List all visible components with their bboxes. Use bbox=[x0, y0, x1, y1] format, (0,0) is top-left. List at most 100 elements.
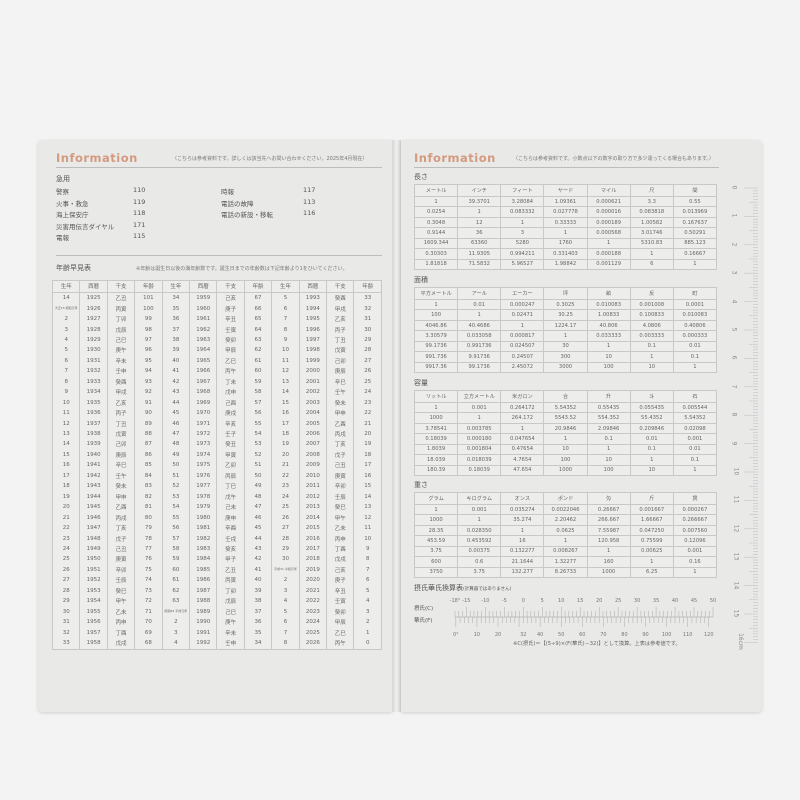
table-cell: 6 bbox=[51, 355, 81, 367]
table-cell: 0.047250 bbox=[629, 524, 674, 537]
table-cell: 24 bbox=[353, 387, 382, 398]
table-cell: 0.033333 bbox=[586, 330, 631, 342]
table-cell: 2.20462 bbox=[543, 514, 588, 526]
table-cell: 100 bbox=[134, 303, 163, 314]
emergency-item-label: 災害用伝言ダイヤル bbox=[56, 222, 115, 231]
table-cell: 辛未 bbox=[106, 355, 136, 367]
table-cell: 辛卯 bbox=[106, 564, 136, 576]
column-header: 匁 bbox=[586, 492, 631, 505]
emergency-item-number: 171 bbox=[133, 220, 146, 229]
table-cell: 20 bbox=[353, 428, 382, 440]
table-cell: 18 bbox=[271, 428, 300, 440]
table-cell: 48 bbox=[243, 491, 273, 502]
table-cell: 453.59 bbox=[413, 535, 459, 547]
column-header: 年齢 bbox=[134, 280, 163, 293]
table-cell: 1 bbox=[500, 216, 545, 229]
table-cell: 1 bbox=[672, 361, 718, 374]
table-cell: 2 bbox=[51, 313, 81, 325]
table-cell: 1927 bbox=[79, 313, 108, 325]
table-row: 1000 1 264.172 5543.52 554.352 55.4352 5.54352 bbox=[413, 412, 718, 424]
table-cell: 33 bbox=[353, 292, 382, 304]
table-cell: 0.047654 bbox=[500, 433, 545, 445]
table-cell: 13 bbox=[353, 501, 382, 513]
table-cell: 2003 bbox=[298, 397, 328, 408]
table-cell: 0.0625 bbox=[543, 524, 588, 537]
table-cell: 1951 bbox=[79, 564, 108, 576]
table-cell: 0.035274 bbox=[500, 503, 545, 516]
column-header: 立方メートル bbox=[457, 390, 502, 403]
table-cell: 0.033058 bbox=[457, 330, 502, 342]
table-row: 1.8039 0.001804 0.47654 10 1 0.1 0.01 bbox=[413, 443, 718, 456]
table-cell: 庚辰 bbox=[106, 449, 136, 461]
table-cell: 乙亥 bbox=[326, 313, 355, 325]
table-cell: 1943 bbox=[79, 481, 108, 492]
table-cell: 癸巳 bbox=[326, 501, 355, 513]
table-header-row: メートル インチ フィート ヤード マイル尺間 bbox=[413, 184, 718, 197]
table-cell: 丙寅 bbox=[106, 303, 136, 314]
table-cell: 30 bbox=[51, 606, 81, 617]
celsius-tick-label: 10 bbox=[558, 598, 564, 604]
table-cell: 38 bbox=[243, 596, 273, 607]
column-header: フィート bbox=[500, 184, 545, 197]
table-cell: 96 bbox=[134, 345, 163, 356]
table-row: 600 0.6 21.1644 1.32277 160 1 0.16 bbox=[413, 556, 718, 568]
table-cell: 53 bbox=[243, 439, 273, 450]
ruler-label: 4 bbox=[730, 299, 738, 304]
table-cell: 100 bbox=[543, 454, 588, 466]
table-cell: 10 bbox=[543, 443, 588, 456]
table-cell: 0.132277 bbox=[500, 545, 545, 558]
table-cell: 2025 bbox=[298, 627, 328, 638]
table-cell: 87 bbox=[134, 439, 163, 450]
table-cell: 7 bbox=[51, 366, 81, 377]
celsius-tick-label: 25 bbox=[615, 598, 621, 604]
temperature-scale: -18° -15 -10 -5 0 5 10 15 20 25 30 35 40 45 50 0° 10 20 32… bbox=[450, 598, 717, 638]
table-cell: 71.5832 bbox=[457, 258, 502, 271]
table-cell: 1937 bbox=[79, 418, 108, 429]
table-cell: 乙未 bbox=[326, 522, 355, 534]
table-cell: 35 bbox=[161, 303, 191, 314]
table-cell: 戊辰 bbox=[106, 324, 136, 335]
table-cell: 1 bbox=[543, 227, 588, 239]
table-cell: 10 bbox=[271, 345, 300, 356]
table-cell: 54 bbox=[161, 501, 191, 513]
table-cell: 辛卯 bbox=[326, 481, 355, 492]
table-cell: 1984 bbox=[189, 554, 218, 565]
table-cell: 0.001 bbox=[457, 401, 502, 414]
table-cell: 2011 bbox=[298, 481, 328, 492]
table-cell: 乙丑 bbox=[216, 564, 245, 576]
table-row: 1000 1 35.274 2.20462 266.667 1.66667 0.266667 bbox=[413, 514, 718, 526]
table-row: 3750 3.75 132.277 8.26733 1000 6.25 1 bbox=[413, 566, 718, 579]
table-cell: 1 bbox=[586, 340, 631, 353]
table-cell: 1986 bbox=[189, 575, 218, 586]
table-cell: 0.007560 bbox=[672, 524, 718, 537]
table-cell: 17 bbox=[51, 470, 81, 482]
table-cell: 2010 bbox=[298, 470, 328, 482]
table-cell: 44 bbox=[161, 397, 191, 408]
table-cell: 10 bbox=[629, 361, 674, 374]
table-cell: 1990 bbox=[189, 616, 218, 628]
table-cell: 1945 bbox=[79, 501, 108, 513]
table-cell: 5 bbox=[353, 585, 382, 597]
table-row: 8 1933 癸酉 93 42 1967 丁未 59 13 2001 辛巳 25 bbox=[51, 376, 382, 387]
table-cell: 0.24507 bbox=[500, 351, 545, 363]
ruler-label: 12 bbox=[732, 524, 740, 533]
column-header: マイル bbox=[586, 184, 631, 197]
table-cell: 0.024507 bbox=[500, 340, 545, 353]
table-cell: 52 bbox=[161, 481, 191, 492]
table-cell: 21 bbox=[353, 418, 382, 429]
table-cell: 21.1644 bbox=[500, 556, 545, 568]
table-cell: 59 bbox=[161, 554, 191, 565]
table-cell: 2014 bbox=[298, 512, 328, 523]
column-header: キログラム bbox=[457, 492, 502, 505]
table-cell: 42 bbox=[243, 554, 273, 565]
table-cell: 1.00833 bbox=[586, 309, 631, 321]
table-cell: 1992 bbox=[189, 637, 218, 650]
table-cell: 丙辰 bbox=[216, 470, 245, 482]
fahrenheit-tick-label: 80 bbox=[621, 632, 627, 638]
emergency-item-number: 115 bbox=[133, 232, 146, 240]
table-cell: 2020 bbox=[298, 575, 328, 586]
table-cell: 1 bbox=[413, 503, 459, 516]
table-cell: 9 bbox=[271, 334, 300, 346]
table-row: 1 0.01 0.000247 0.3025 0.010083 0.001008 0.000… bbox=[413, 298, 718, 311]
unit-table-heading: 長さ bbox=[414, 173, 428, 181]
